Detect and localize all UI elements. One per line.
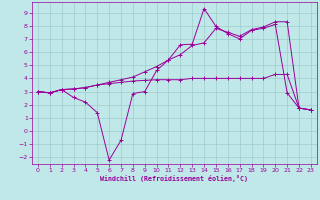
X-axis label: Windchill (Refroidissement éolien,°C): Windchill (Refroidissement éolien,°C) [100,175,248,182]
